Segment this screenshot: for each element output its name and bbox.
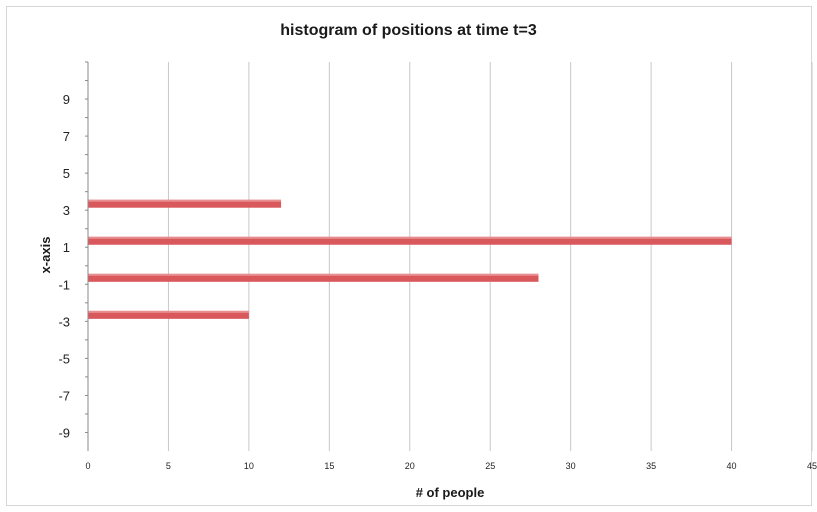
bars [88, 199, 732, 319]
x-tick-label-5: 5 [166, 461, 171, 471]
bar-highlight--1 [88, 273, 539, 276]
bar-1 [88, 236, 732, 245]
x-tick-label-35: 35 [646, 461, 656, 471]
x-axis-label: # of people [416, 485, 485, 500]
bar-highlight-1 [88, 236, 732, 239]
y-tick-label--5: -5 [58, 351, 70, 366]
y-tick-label-5: 5 [63, 166, 70, 181]
chart-frame [6, 6, 812, 506]
y-tick-label-1: 1 [63, 240, 70, 255]
y-axis-label: x-axis [38, 237, 53, 274]
y-tick-label-3: 3 [63, 203, 70, 218]
x-tick-label-10: 10 [244, 461, 254, 471]
x-tick-label-20: 20 [405, 461, 415, 471]
y-tick-label-9: 9 [63, 92, 70, 107]
y-ticks: 9 7 5 3 1 -1 -3 -5 -7 -9 [58, 61, 88, 440]
x-tick-label-30: 30 [566, 461, 576, 471]
bar--3 [88, 310, 249, 319]
y-tick-label--7: -7 [58, 388, 70, 403]
y-tick-label-7: 7 [63, 129, 70, 144]
bar-3 [88, 199, 282, 208]
x-tick-label-15: 15 [324, 461, 334, 471]
x-tick-label-25: 25 [485, 461, 495, 471]
grid-lines [167, 62, 813, 451]
x-ticks: 0 5 10 15 20 25 30 35 40 45 [85, 461, 817, 471]
y-tick-label--3: -3 [58, 314, 70, 329]
x-tick-label-0: 0 [85, 461, 90, 471]
x-tick-label-40: 40 [727, 461, 737, 471]
chart-title: histogram of positions at time t=3 [280, 22, 537, 39]
bar-highlight-3 [88, 199, 282, 202]
bar-highlight--3 [88, 310, 249, 313]
y-tick-label--1: -1 [58, 277, 70, 292]
y-tick-label--9: -9 [58, 425, 70, 440]
bar--1 [88, 273, 539, 282]
x-tick-label-45: 45 [807, 461, 817, 471]
